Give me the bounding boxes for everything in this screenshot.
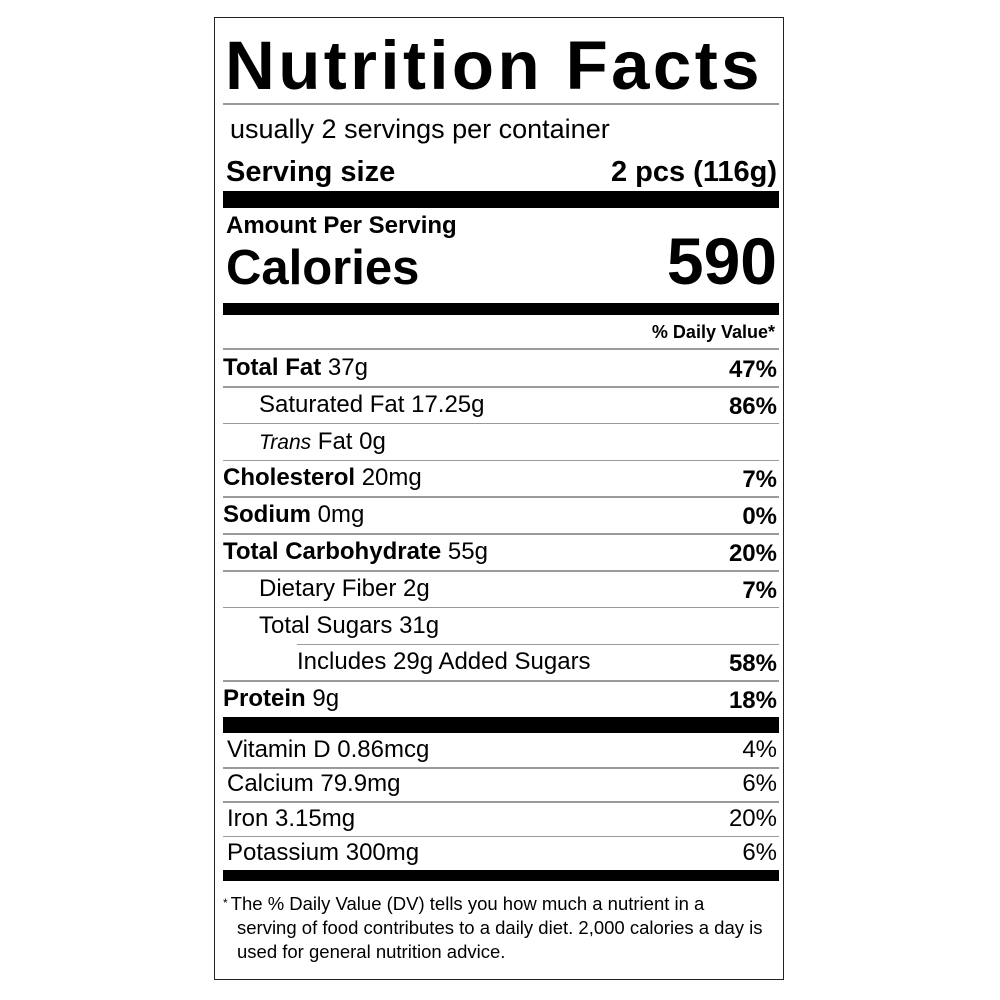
nutrient-amount: 31g — [399, 611, 440, 639]
vitamin-row: Potassium 300mg 6% — [223, 838, 777, 868]
nutrient-label: Cholesterol 20mg — [223, 463, 422, 493]
nutrient-row: Total Sugars 31g — [223, 611, 777, 641]
nutrient-name-suffix: Fat — [317, 427, 353, 455]
nutrient-name: Total Fat — [223, 354, 322, 381]
vitamin-label: Iron 3.15mg — [227, 804, 355, 834]
nutrient-daily-value: 7% — [742, 576, 777, 604]
divider — [297, 643, 779, 646]
nutrient-label: Dietary Fiber 2g — [259, 574, 430, 604]
divider — [223, 103, 779, 105]
nutrient-daily-value: 20% — [728, 540, 777, 567]
nutrient-name: Protein — [223, 685, 306, 713]
nutrient-label: Saturated Fat 17.25g — [259, 390, 485, 420]
vitamin-amount: 3.15mg — [275, 804, 356, 832]
nutrient-amount: 0mg — [317, 501, 365, 529]
divider — [223, 680, 779, 682]
nutrient-daily-value: 7% — [742, 466, 777, 494]
divider — [223, 801, 779, 803]
nutrient-daily-value: 18% — [728, 687, 777, 715]
vitamin-label: Vitamin D 0.86mcg — [227, 735, 429, 765]
nutrient-row: Saturated Fat 17.25g 86% — [223, 390, 777, 420]
divider — [223, 459, 779, 462]
nutrient-daily-value: 47% — [728, 356, 777, 383]
nutrient-daily-value: 86% — [728, 392, 777, 420]
nutrient-row: Sodium 0mg 0% — [223, 500, 777, 530]
thick-divider — [223, 717, 779, 733]
nutrient-row: Protein 9g 18% — [223, 684, 777, 714]
nutrient-row: Includes 29g Added Sugars 58% — [223, 647, 777, 677]
divider — [223, 606, 779, 609]
nutrient-row: Total Fat 37g 47% — [223, 353, 777, 383]
nutrient-amount: 55g — [447, 538, 488, 565]
nutrient-label: Total Sugars 31g — [259, 611, 439, 641]
divider — [223, 533, 779, 535]
vitamin-amount: 0.86mcg — [337, 736, 430, 763]
divider — [223, 496, 779, 498]
divider — [223, 348, 779, 350]
nutrient-row: Total Carbohydrate 55g 20% — [223, 537, 777, 567]
serving-size-value: 2 pcs (116g) — [610, 156, 777, 188]
footnote-asterisk: * — [223, 896, 228, 910]
nutrient-label: Includes 29g Added Sugars — [297, 647, 591, 677]
vitamin-row: Calcium 79.9mg 6% — [223, 769, 777, 799]
divider — [223, 767, 779, 769]
servings-per-container: usually 2 servings per container — [230, 114, 610, 144]
footnote-text: The % Daily Value (DV) tells you how muc… — [230, 893, 763, 962]
nutrient-name: Total Carbohydrate — [223, 538, 442, 565]
vitamin-daily-value: 6% — [742, 838, 777, 866]
divider — [223, 835, 779, 838]
vitamin-name: Iron — [227, 804, 269, 832]
nutrient-daily-value: 58% — [728, 650, 777, 678]
nutrient-label: Total Carbohydrate 55g — [223, 537, 488, 567]
vitamin-daily-value: 6% — [742, 770, 777, 798]
nutrient-name: Cholesterol — [223, 464, 356, 492]
nutrient-name: Dietary Fiber — [259, 574, 397, 602]
nutrient-row: Cholesterol 20mg 7% — [223, 463, 777, 493]
divider — [223, 422, 779, 425]
nutrition-facts-label: Nutrition Facts usually 2 servings per c… — [214, 17, 784, 980]
nutrient-name: Total Sugars — [259, 611, 393, 639]
calories-label: Calories — [226, 241, 420, 295]
vitamin-daily-value: 4% — [742, 736, 777, 763]
nutrient-amount: 17.25g — [411, 390, 485, 418]
thick-divider — [223, 870, 779, 881]
label-title: Nutrition Facts — [225, 27, 763, 104]
nutrient-amount: 20mg — [361, 464, 422, 492]
vitamin-row: Vitamin D 0.86mcg 4% — [223, 735, 777, 765]
vitamin-row: Iron 3.15mg 20% — [223, 804, 777, 834]
vitamin-name: Potassium — [227, 838, 340, 866]
nutrient-name-italic: Trans — [259, 430, 312, 454]
nutrient-amount: 2g — [403, 574, 430, 602]
nutrient-name: Saturated Fat — [259, 390, 405, 418]
nutrient-daily-value: 0% — [742, 503, 777, 531]
nutrient-label: Protein 9g — [223, 684, 339, 714]
nutrient-label: Sodium 0mg — [223, 500, 364, 530]
amount-per-serving: Amount Per Serving — [226, 212, 457, 239]
vitamin-name: Calcium — [227, 770, 314, 798]
vitamin-name: Vitamin D — [227, 736, 331, 763]
nutrient-label: Trans Fat 0g — [259, 427, 386, 458]
nutrient-row: Trans Fat 0g — [223, 427, 777, 457]
nutrient-name: Includes 29g Added Sugars — [297, 648, 591, 676]
divider — [223, 386, 779, 388]
nutrient-name: Sodium — [223, 501, 311, 529]
footnote: * The % Daily Value (DV) tells you how mu… — [223, 891, 768, 964]
nutrient-row: Dietary Fiber 2g 7% — [223, 574, 777, 604]
nutrient-amount: 37g — [327, 354, 368, 381]
vitamin-daily-value: 20% — [728, 804, 777, 832]
vitamin-amount: 79.9mg — [320, 770, 401, 798]
daily-value-header: % Daily Value* — [651, 322, 775, 342]
nutrient-amount: 9g — [312, 685, 340, 713]
thick-divider — [223, 303, 779, 315]
thick-divider — [223, 191, 779, 208]
vitamin-label: Potassium 300mg — [227, 838, 419, 868]
nutrient-label: Total Fat 37g — [223, 353, 368, 383]
vitamin-label: Calcium 79.9mg — [227, 769, 400, 799]
calories-value: 590 — [666, 224, 777, 298]
serving-size-label: Serving size — [226, 156, 396, 188]
vitamin-amount: 300mg — [345, 838, 420, 866]
nutrient-amount: 0g — [359, 427, 386, 455]
divider — [223, 570, 779, 572]
